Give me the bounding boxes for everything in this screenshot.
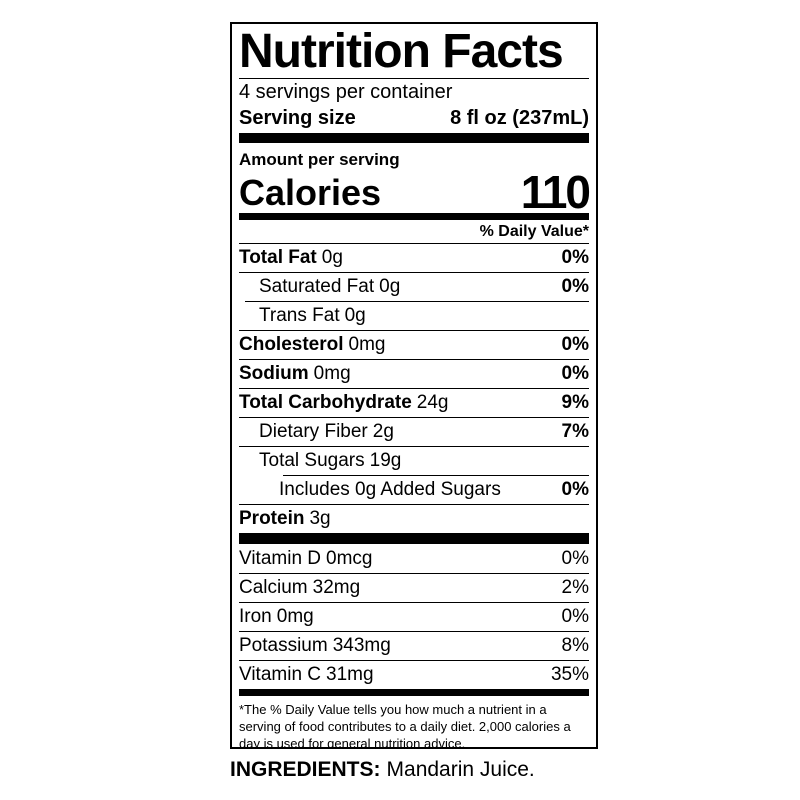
thick-divider-bar: [239, 533, 589, 544]
vitamin-amount: 343mg: [332, 635, 391, 656]
divider: [239, 504, 589, 505]
vitamin-dv: 35%: [550, 664, 589, 685]
nutrient-row-total-carbohydrate: Total Carbohydrate 24g 9%: [239, 389, 589, 417]
nutrient-row-trans-fat: Trans Fat 0g: [239, 302, 589, 330]
daily-value-header: % Daily Value*: [479, 223, 589, 240]
divider: [239, 243, 589, 244]
vitamin-name: Potassium: [239, 635, 328, 656]
medium-divider-bar: [239, 689, 589, 696]
vitamin-dv: 0%: [561, 606, 589, 627]
nutrient-row-total-sugars: Total Sugars 19g: [239, 447, 589, 475]
vitamin-dv: 0%: [561, 548, 589, 569]
nutrient-amount: 0g: [321, 247, 343, 268]
vitamin-amount: 0mg: [276, 606, 314, 627]
vitamin-row-potassium: Potassium 343mg 8%: [239, 632, 589, 660]
nutrient-dv: 0%: [561, 247, 589, 268]
calories-value: 110: [520, 166, 591, 218]
calories-row: Calories 110: [239, 166, 591, 218]
medium-divider-bar: [239, 213, 589, 220]
serving-size-row: Serving size 8 fl oz (237mL): [239, 105, 589, 131]
label-title: Nutrition Facts: [239, 25, 564, 78]
nutrient-dv: 0%: [561, 276, 589, 297]
divider: [283, 475, 589, 476]
divider: [239, 330, 589, 331]
nutrient-dv: 0%: [561, 334, 589, 355]
serving-size-value: 8 fl oz (237mL): [450, 107, 589, 129]
ingredients-value: Mandarin Juice.: [386, 758, 535, 781]
nutrition-facts-label: Nutrition Facts 4 servings per container…: [230, 22, 598, 749]
vitamin-name: Calcium: [239, 577, 308, 598]
divider: [239, 359, 589, 360]
nutrient-dv: 0%: [561, 479, 589, 500]
divider: [245, 301, 589, 302]
nutrient-row-dietary-fiber: Dietary Fiber 2g 7%: [239, 418, 589, 446]
divider: [239, 78, 589, 79]
nutrient-amount: 0mg: [313, 363, 351, 384]
nutrient-amount: 2g: [372, 421, 394, 442]
nutrient-name: Total Sugars: [259, 450, 365, 471]
vitamin-name: Vitamin C: [239, 664, 322, 685]
vitamin-amount: 31mg: [326, 664, 374, 685]
nutrient-name: Includes 0g Added Sugars: [279, 479, 501, 500]
divider: [239, 272, 589, 273]
nutrient-dv: 9%: [561, 392, 589, 413]
vitamin-row-vitamin-c: Vitamin C 31mg 35%: [239, 661, 589, 689]
divider: [239, 602, 589, 603]
nutrient-amount: 0g: [379, 276, 401, 297]
divider: [239, 417, 589, 418]
nutrient-name: Total Carbohydrate: [239, 392, 412, 413]
nutrient-row-protein: Protein 3g: [239, 505, 589, 533]
amount-per-serving-label: Amount per serving: [239, 150, 400, 169]
vitamin-row-iron: Iron 0mg 0%: [239, 603, 589, 631]
nutrient-row-cholesterol: Cholesterol 0mg 0%: [239, 331, 589, 359]
nutrient-name: Sodium: [239, 363, 309, 384]
nutrient-name: Dietary Fiber: [259, 421, 368, 442]
divider: [239, 660, 589, 661]
divider: [239, 631, 589, 632]
serving-size-label: Serving size: [239, 107, 356, 129]
vitamin-name: Iron: [239, 606, 272, 627]
vitamin-name: Vitamin D: [239, 548, 322, 569]
nutrient-row-added-sugars: Includes 0g Added Sugars 0%: [239, 476, 589, 504]
calories-label: Calories: [239, 172, 382, 213]
ingredients-line: INGREDIENTS: Mandarin Juice.: [230, 757, 535, 783]
nutrient-amount: 24g: [416, 392, 449, 413]
nutrient-amount: 3g: [309, 508, 331, 529]
daily-value-footnote: *The % Daily Value tells you how much a …: [239, 702, 571, 749]
nutrient-row-saturated-fat: Saturated Fat 0g 0%: [239, 273, 589, 301]
nutrient-amount: 0g: [344, 305, 366, 326]
vitamin-row-vitamin-d: Vitamin D 0mcg 0%: [239, 545, 589, 573]
nutrient-name: Total Fat: [239, 247, 317, 268]
nutrient-name: Trans Fat: [259, 305, 340, 326]
ingredients-label: INGREDIENTS:: [230, 758, 381, 781]
vitamin-row-calcium: Calcium 32mg 2%: [239, 574, 589, 602]
divider: [239, 573, 589, 574]
nutrient-name: Saturated Fat: [259, 276, 375, 297]
vitamin-dv: 8%: [561, 635, 589, 656]
vitamin-dv: 2%: [561, 577, 589, 598]
divider: [239, 446, 589, 447]
nutrient-dv: 0%: [561, 363, 589, 384]
nutrient-row-sodium: Sodium 0mg 0%: [239, 360, 589, 388]
servings-per-container: 4 servings per container: [239, 81, 453, 103]
vitamin-amount: 0mcg: [326, 548, 373, 569]
nutrient-row-total-fat: Total Fat 0g 0%: [239, 244, 589, 272]
nutrient-amount: 19g: [369, 450, 402, 471]
nutrient-name: Protein: [239, 508, 305, 529]
nutrient-amount: 0mg: [348, 334, 386, 355]
divider: [239, 388, 589, 389]
vitamin-amount: 32mg: [312, 577, 361, 598]
nutrient-name: Cholesterol: [239, 334, 344, 355]
thick-divider-bar: [239, 133, 589, 143]
nutrient-dv: 7%: [561, 421, 589, 442]
